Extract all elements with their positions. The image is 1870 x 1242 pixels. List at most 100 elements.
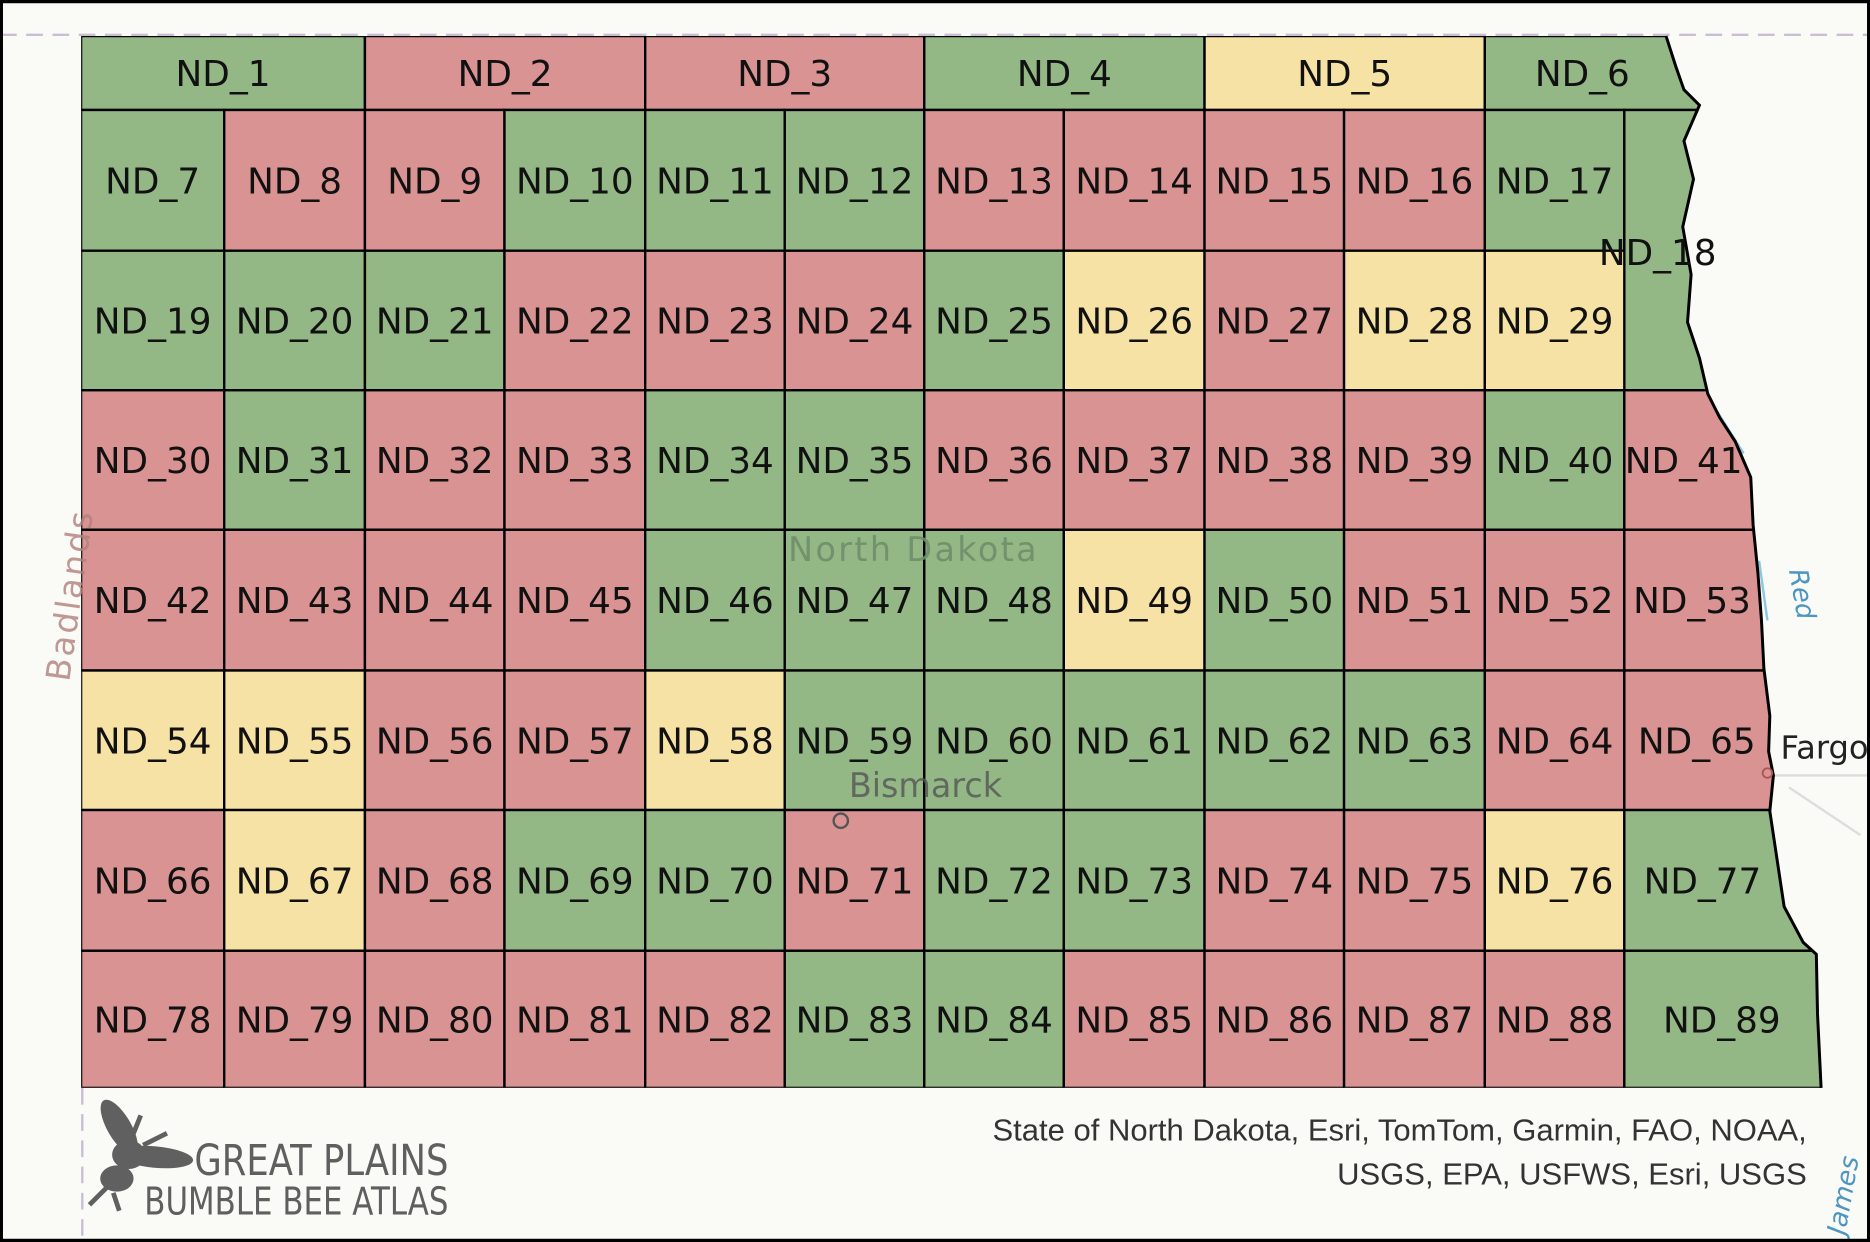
grid-cell-nd-16[interactable]: [1342, 108, 1486, 252]
grid-cell-nd-11[interactable]: [644, 108, 786, 252]
grid-cell-label: ND_9: [387, 161, 482, 202]
grid-cell-nd-50[interactable]: [1203, 528, 1346, 672]
grid-cell-nd-14[interactable]: [1062, 108, 1206, 252]
grid-cell-label: ND_13: [935, 161, 1053, 202]
grid-cell-nd-8[interactable]: [223, 108, 367, 252]
grid-cell-nd-71[interactable]: [783, 808, 926, 952]
grid-cell-nd-73[interactable]: [1062, 808, 1206, 952]
grid-cell-nd-63[interactable]: [1342, 669, 1486, 812]
grid-cell-nd-44[interactable]: [363, 528, 506, 672]
grid-cell-nd-64[interactable]: [1483, 669, 1626, 812]
grid-cell-nd-49[interactable]: [1062, 528, 1206, 672]
grid-cell-label: ND_7: [105, 161, 200, 202]
grid-cell-nd-54[interactable]: [81, 669, 226, 812]
grid-cell-nd-84[interactable]: [923, 949, 1065, 1088]
bumble-bee-icon: [87, 1099, 194, 1212]
grid-cell-nd-88[interactable]: [1483, 949, 1626, 1088]
grid-cell-nd-78[interactable]: [81, 949, 226, 1088]
grid-cell-nd-59[interactable]: [783, 669, 926, 812]
grid-cell-label: ND_35: [796, 441, 914, 482]
grid-cell-nd-39[interactable]: [1342, 389, 1486, 531]
grid-cell-label: ND_83: [796, 1000, 914, 1041]
grid-cell-nd-34[interactable]: [644, 389, 786, 531]
grid-cell-nd-26[interactable]: [1062, 249, 1206, 392]
grid-cell-nd-35[interactable]: [783, 389, 926, 531]
grid-cell-nd-2[interactable]: [363, 36, 647, 112]
grid-cell-nd-33[interactable]: [503, 389, 647, 531]
grid-cell-nd-20[interactable]: [223, 249, 367, 392]
grid-cell-label: ND_15: [1215, 161, 1333, 202]
grid-cell-label: ND_89: [1663, 1000, 1781, 1041]
grid-cell-nd-52[interactable]: [1483, 528, 1626, 672]
grid-cell-label: ND_14: [1075, 161, 1193, 202]
grid-cell-label: ND_36: [935, 441, 1053, 482]
grid-cell-nd-87[interactable]: [1342, 949, 1486, 1088]
grid-cell-nd-60[interactable]: [923, 669, 1065, 812]
grid-cell-nd-36[interactable]: [923, 389, 1065, 531]
grid-cell-nd-29[interactable]: [1483, 249, 1626, 392]
grid-cell-nd-24[interactable]: [783, 249, 926, 392]
grid-cell-nd-22[interactable]: [503, 249, 647, 392]
grid-cell-label: ND_6: [1535, 54, 1630, 95]
grid-cell-nd-12[interactable]: [783, 108, 926, 252]
grid-cell-label: ND_53: [1633, 581, 1751, 622]
grid-cell-nd-61[interactable]: [1062, 669, 1206, 812]
grid-cell-label: ND_12: [796, 161, 914, 202]
grid-cell-nd-62[interactable]: [1203, 669, 1346, 812]
grid-cell-nd-79[interactable]: [223, 949, 367, 1088]
grid-cell-nd-28[interactable]: [1342, 249, 1486, 392]
grid-cell-nd-86[interactable]: [1203, 949, 1346, 1088]
grid-cell-nd-15[interactable]: [1203, 108, 1346, 252]
grid-cell-nd-72[interactable]: [923, 808, 1065, 952]
grid-cell-label: ND_10: [516, 161, 634, 202]
grid-cell-nd-17[interactable]: [1483, 108, 1626, 252]
grid-cell-label: ND_62: [1215, 721, 1333, 762]
grid-cell-label: ND_82: [656, 1000, 774, 1041]
grid-cell-nd-69[interactable]: [503, 808, 647, 952]
grid-cell-nd-67[interactable]: [223, 808, 367, 952]
grid-cell-nd-25[interactable]: [923, 249, 1065, 392]
grid-cell-nd-48[interactable]: [923, 528, 1065, 672]
grid-cell-label: ND_85: [1075, 1000, 1193, 1041]
grid-cell-nd-47[interactable]: [783, 528, 926, 672]
grid-cell-label: ND_19: [94, 302, 212, 343]
grid-cell-label: ND_86: [1215, 1000, 1333, 1041]
grid-cell-nd-46[interactable]: [644, 528, 786, 672]
grid-cell-nd-83[interactable]: [783, 949, 926, 1088]
grid-cell-nd-10[interactable]: [503, 108, 647, 252]
grid-cell-nd-43[interactable]: [223, 528, 367, 672]
grid-cell-nd-76[interactable]: [1483, 808, 1626, 952]
grid-cell-label: ND_87: [1356, 1000, 1474, 1041]
grid-cell-nd-55[interactable]: [223, 669, 367, 812]
grid-cell-nd-5[interactable]: [1203, 36, 1486, 112]
grid-cell-nd-9[interactable]: [363, 108, 506, 252]
grid-cell-nd-81[interactable]: [503, 949, 647, 1088]
state-label: North Dakota: [788, 530, 1039, 569]
grid-cell-nd-57[interactable]: [503, 669, 647, 812]
grid-cell-nd-7[interactable]: [81, 108, 226, 252]
grid-cell-label: ND_4: [1017, 54, 1112, 95]
grid-cell-label: ND_56: [376, 721, 494, 762]
grid-cell-nd-40[interactable]: [1483, 389, 1626, 531]
grid-cell-label: ND_65: [1638, 721, 1756, 762]
grid-cell-nd-30[interactable]: [81, 389, 226, 531]
grid-cell-nd-19[interactable]: [81, 249, 226, 392]
grid-cell-nd-45[interactable]: [503, 528, 647, 672]
grid-cell-label: ND_39: [1356, 441, 1474, 482]
grid-cell-label: ND_63: [1356, 721, 1474, 762]
grid-cell-label: ND_38: [1215, 441, 1333, 482]
grid-cell-nd-27[interactable]: [1203, 249, 1346, 392]
grid-cell-label: ND_1: [176, 54, 271, 95]
grid-cell-label: ND_52: [1496, 581, 1614, 622]
grid-cell-label: ND_21: [376, 302, 494, 343]
grid-cell-label: ND_16: [1356, 161, 1474, 202]
grid-cell-nd-75[interactable]: [1342, 808, 1486, 952]
grid-cell-nd-89[interactable]: [1623, 949, 1860, 1088]
grid-cell-nd-3[interactable]: [644, 36, 926, 112]
grid-cell-nd-56[interactable]: [363, 669, 506, 812]
grid-cell-nd-58[interactable]: [644, 669, 786, 812]
grid-cell-nd-51[interactable]: [1342, 528, 1486, 672]
